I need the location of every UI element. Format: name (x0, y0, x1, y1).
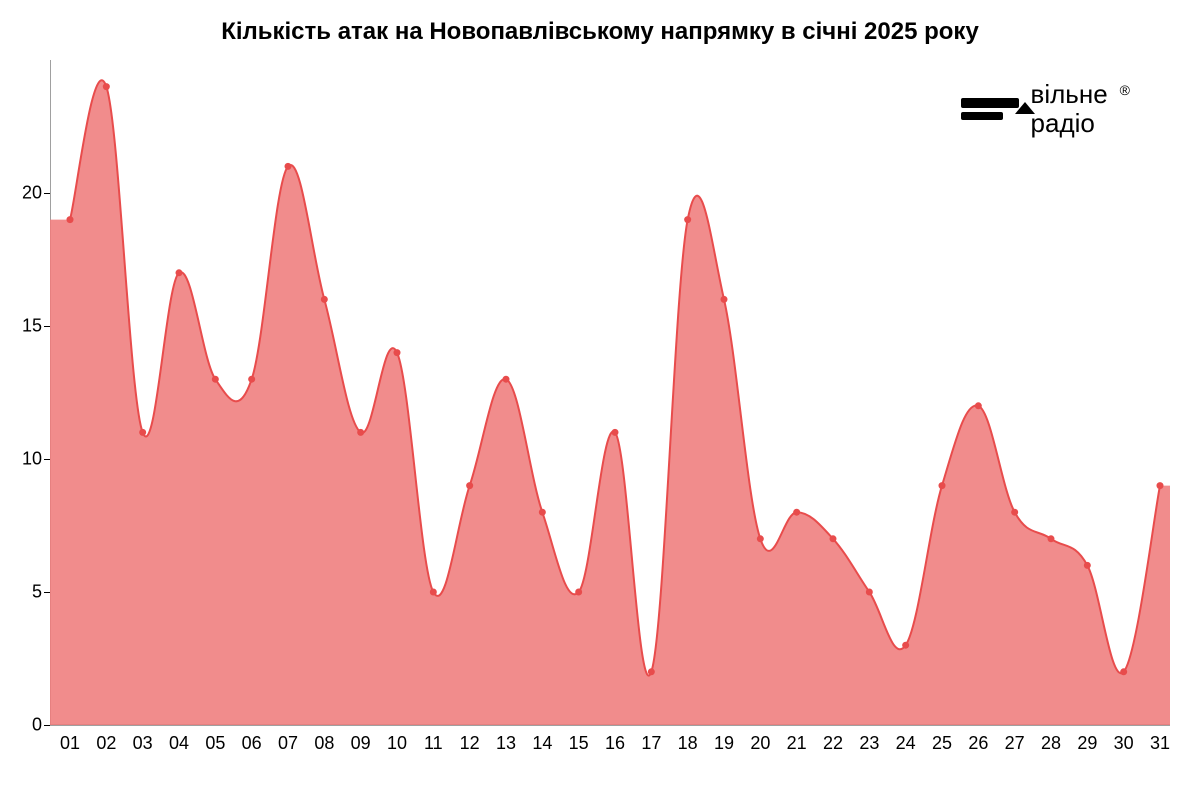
data-point (67, 216, 74, 223)
data-point (1084, 562, 1091, 569)
y-axis-label: 20 (12, 183, 42, 204)
data-point (357, 429, 364, 436)
data-point (430, 589, 437, 596)
x-axis-label: 21 (787, 733, 807, 754)
x-axis-label: 04 (169, 733, 189, 754)
data-point (757, 535, 764, 542)
y-tick (44, 459, 50, 460)
y-axis-label: 10 (12, 449, 42, 470)
x-axis-label: 06 (242, 733, 262, 754)
data-point (975, 402, 982, 409)
x-axis-label: 07 (278, 733, 298, 754)
data-point (866, 589, 873, 596)
x-axis-label: 17 (641, 733, 661, 754)
chart-container: Кількість атак на Новопавлівському напря… (0, 0, 1200, 800)
x-axis-label: 22 (823, 733, 843, 754)
data-point (1157, 482, 1164, 489)
x-axis-label: 01 (60, 733, 80, 754)
data-point (612, 429, 619, 436)
x-axis-label: 09 (351, 733, 371, 754)
data-point (1011, 509, 1018, 516)
area-fill (50, 80, 1170, 725)
x-axis-label: 19 (714, 733, 734, 754)
x-axis-label: 27 (1005, 733, 1025, 754)
x-axis-label: 23 (859, 733, 879, 754)
data-point (830, 535, 837, 542)
data-point (321, 296, 328, 303)
x-axis-label: 30 (1114, 733, 1134, 754)
x-axis-label: 12 (460, 733, 480, 754)
data-point (503, 376, 510, 383)
x-axis-label: 25 (932, 733, 952, 754)
x-axis-label: 24 (896, 733, 916, 754)
data-point (939, 482, 946, 489)
chart-title: Кількість атак на Новопавлівському напря… (0, 18, 1200, 46)
data-point (1048, 535, 1055, 542)
y-tick (44, 193, 50, 194)
x-axis-label: 31 (1150, 733, 1170, 754)
data-point (212, 376, 219, 383)
x-axis-label: 20 (750, 733, 770, 754)
data-point (139, 429, 146, 436)
data-point (793, 509, 800, 516)
y-axis-label: 15 (12, 316, 42, 337)
data-point (176, 269, 183, 276)
x-axis-label: 18 (678, 733, 698, 754)
data-point (103, 83, 110, 90)
data-point (902, 642, 909, 649)
y-axis-label: 5 (12, 582, 42, 603)
data-point (721, 296, 728, 303)
data-point (575, 589, 582, 596)
x-axis-label: 10 (387, 733, 407, 754)
x-axis-label: 02 (96, 733, 116, 754)
data-point (539, 509, 546, 516)
x-axis-label: 11 (424, 733, 443, 754)
x-axis-label: 26 (968, 733, 988, 754)
area-chart-svg (50, 60, 1170, 780)
data-point (285, 163, 292, 170)
y-tick (44, 592, 50, 593)
x-axis-label: 05 (205, 733, 225, 754)
y-tick (44, 326, 50, 327)
x-axis-label: 15 (569, 733, 589, 754)
data-point (1120, 668, 1127, 675)
data-point (248, 376, 255, 383)
x-axis-label: 03 (133, 733, 153, 754)
data-point (648, 668, 655, 675)
data-point (684, 216, 691, 223)
data-point (466, 482, 473, 489)
x-axis-label: 16 (605, 733, 625, 754)
x-axis-label: 14 (532, 733, 552, 754)
y-tick (44, 725, 50, 726)
plot-area: 0510152001020304050607080910111213141516… (50, 60, 1170, 750)
x-axis-label: 13 (496, 733, 516, 754)
x-axis-label: 08 (314, 733, 334, 754)
x-axis-label: 29 (1077, 733, 1097, 754)
data-point (394, 349, 401, 356)
x-axis-label: 28 (1041, 733, 1061, 754)
y-axis-label: 0 (12, 715, 42, 736)
